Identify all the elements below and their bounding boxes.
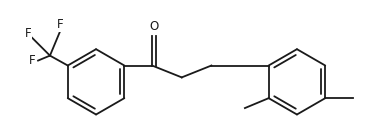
Text: F: F — [29, 54, 35, 67]
Text: F: F — [25, 27, 31, 40]
Text: F: F — [56, 18, 63, 31]
Text: O: O — [149, 20, 159, 33]
